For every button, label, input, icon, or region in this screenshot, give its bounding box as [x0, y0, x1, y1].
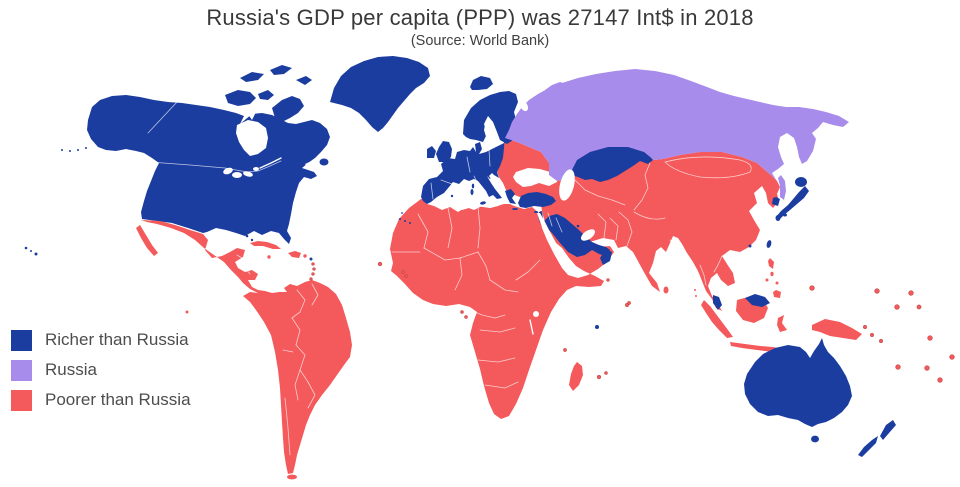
chart-title: Russia's GDP per capita (PPP) was 27147 …: [206, 5, 754, 30]
legend-swatch-richer-icon: [11, 329, 32, 351]
legend-swatch-poorer-icon: [11, 389, 32, 411]
region-ireland: [427, 146, 436, 158]
region-australia: [744, 338, 852, 427]
region-mexico: [141, 220, 287, 297]
region-malaysia: [713, 295, 722, 310]
legend-item-richer: Richer than Russia: [11, 325, 191, 355]
legend-label-richer: Richer than Russia: [45, 330, 189, 349]
region-novaya-zemlya: [545, 82, 566, 94]
legend-item-russia: Russia: [11, 355, 191, 385]
region-turkey: [518, 192, 556, 208]
lakes-and-seas: [223, 100, 595, 353]
country-borders: [147, 101, 752, 456]
legend-swatch-russia-icon: [11, 359, 32, 381]
region-oman: [600, 249, 612, 265]
region-hispaniola: [288, 251, 301, 258]
region-iceland: [470, 76, 493, 90]
region-greece: [505, 189, 516, 204]
region-north-america: [24, 56, 430, 289]
region-japan: [775, 177, 809, 221]
region-uk: [436, 141, 452, 162]
region-cuba: [250, 241, 281, 249]
region-south-korea: [772, 197, 780, 206]
region-saudi-arabia: [543, 214, 610, 257]
map-legend: Richer than Russia Russia Poorer than Ru…: [11, 325, 191, 415]
legend-item-poorer: Poorer than Russia: [11, 385, 191, 415]
region-hong-kong: [748, 244, 752, 248]
region-seychelles: [595, 325, 599, 329]
region-richer: [296, 76, 896, 457]
region-russia: [505, 69, 849, 200]
region-greenland: [330, 56, 430, 132]
region-new-zealand: [880, 420, 896, 440]
legend-label-russia: Russia: [45, 360, 97, 379]
region-taiwan: [766, 240, 772, 248]
region-sakhalin: [778, 175, 786, 200]
region-scandinavia: [463, 91, 518, 144]
island-dots-poorer: [377, 261, 955, 383]
region-europe: [421, 138, 505, 204]
region-tasmania: [811, 435, 819, 443]
legend-label-poorer: Poorer than Russia: [45, 390, 191, 409]
region-baja: [136, 225, 158, 256]
region-tierra-del-fuego: [287, 474, 297, 480]
chart-subtitle: (Source: World Bank): [410, 33, 550, 49]
